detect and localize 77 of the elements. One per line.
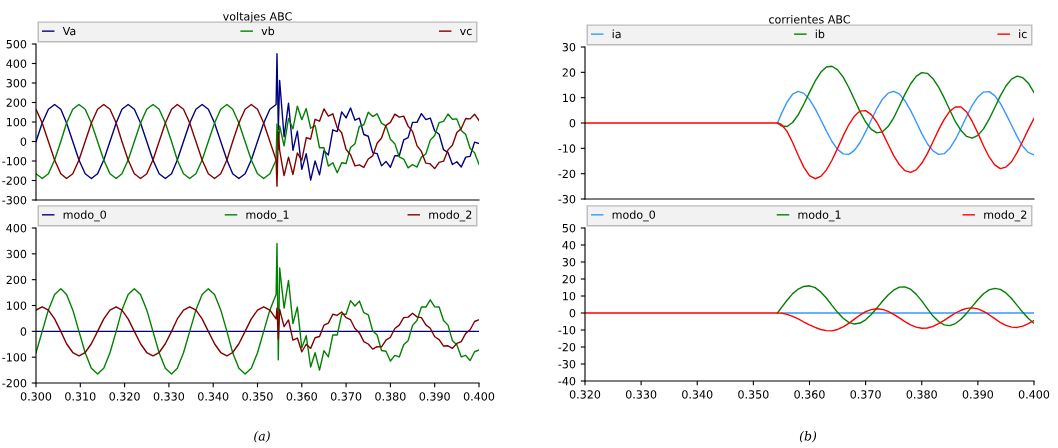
y-tick-label: -200 bbox=[2, 176, 27, 185]
x-tick-label: 0.390 bbox=[419, 392, 450, 401]
line-series bbox=[776, 65, 1034, 139]
y-tick-label: -10 bbox=[558, 325, 576, 335]
legend-label: modo_1 bbox=[798, 210, 841, 222]
line-series bbox=[36, 242, 479, 375]
y-tick-label: -200 bbox=[2, 378, 27, 388]
line-series bbox=[36, 53, 479, 181]
legend-label: modo_2 bbox=[429, 210, 472, 222]
text: (b) bbox=[799, 430, 817, 443]
y-tick-label: 0 bbox=[20, 137, 27, 146]
x-tick-label: 0.340 bbox=[198, 392, 229, 401]
chart-title: voltajes ABC bbox=[223, 11, 292, 23]
x-tick-label: 0.380 bbox=[906, 390, 937, 399]
y-tick-label: 50 bbox=[562, 223, 576, 233]
x-tick-label: 0.380 bbox=[375, 392, 406, 401]
line-series bbox=[776, 285, 1034, 327]
legend-label: Va bbox=[62, 26, 76, 36]
y-tick-label: 40 bbox=[562, 240, 576, 250]
y-tick-label: 20 bbox=[562, 68, 576, 77]
y-tick-label: 0 bbox=[569, 118, 576, 128]
chart-title: corrientes ABC bbox=[769, 14, 850, 24]
y-tick-label: 30 bbox=[562, 257, 576, 267]
x-tick-label: 0.370 bbox=[850, 390, 881, 399]
y-tick-label: -40 bbox=[558, 376, 576, 386]
x-tick-label: 0.310 bbox=[65, 392, 96, 401]
y-tick-label: -30 bbox=[558, 359, 576, 369]
line-series bbox=[585, 307, 1034, 332]
x-tick-label: 0.320 bbox=[109, 392, 140, 401]
y-tick-label: -20 bbox=[558, 342, 576, 352]
x-tick-label: 0.360 bbox=[794, 390, 825, 399]
legend-label: modo_1 bbox=[246, 210, 289, 222]
y-tick-label: 300 bbox=[6, 249, 27, 259]
x-tick-label: 0.300 bbox=[20, 392, 52, 401]
x-tick-label: 0.320 bbox=[569, 390, 601, 399]
y-tick-label: -30 bbox=[558, 194, 576, 204]
x-tick-label: 0.370 bbox=[330, 392, 362, 401]
y-tick-label: -100 bbox=[2, 156, 27, 166]
y-tick-label: 0 bbox=[20, 327, 27, 336]
line-series bbox=[585, 106, 1034, 180]
legend-label: modo_0 bbox=[612, 210, 656, 222]
x-tick-label: 0.400 bbox=[1018, 390, 1050, 399]
y-tick-label: -20 bbox=[558, 169, 576, 179]
x-tick-label: 0.350 bbox=[242, 392, 273, 401]
legend-label: modo_0 bbox=[63, 210, 107, 222]
y-tick-label: 20 bbox=[562, 274, 576, 284]
y-tick-label: 10 bbox=[563, 93, 576, 103]
legend-label: vb bbox=[261, 26, 275, 36]
y-tick-label: 10 bbox=[563, 291, 576, 301]
x-tick-label: 0.360 bbox=[286, 392, 317, 401]
legend-label: ia bbox=[612, 29, 621, 39]
y-tick-label: 100 bbox=[6, 301, 27, 310]
text: (a) bbox=[254, 430, 270, 443]
legend-label: modo_2 bbox=[984, 210, 1027, 222]
y-tick-label: 30 bbox=[562, 42, 576, 52]
legend-label: vc bbox=[459, 28, 472, 36]
x-tick-label: 0.340 bbox=[682, 390, 713, 399]
line-series bbox=[776, 90, 1034, 156]
legend-label: ic bbox=[1019, 29, 1027, 39]
y-tick-label: 500 bbox=[6, 39, 27, 49]
y-tick-label: 400 bbox=[6, 223, 27, 233]
x-tick-label: 0.330 bbox=[153, 392, 185, 401]
y-tick-label: 200 bbox=[6, 98, 27, 107]
y-tick-label: 0 bbox=[569, 308, 576, 318]
y-tick-label: -100 bbox=[2, 353, 27, 362]
y-tick-label: 400 bbox=[6, 59, 27, 68]
y-tick-label: 100 bbox=[6, 117, 27, 127]
legend-label: ib bbox=[815, 29, 825, 39]
y-tick-label: 200 bbox=[6, 275, 27, 285]
y-tick-label: 300 bbox=[6, 78, 27, 88]
x-tick-label: 0.390 bbox=[962, 390, 994, 399]
x-tick-label: 0.400 bbox=[463, 392, 495, 401]
x-tick-label: 0.330 bbox=[625, 390, 657, 399]
x-tick-label: 0.350 bbox=[738, 390, 769, 399]
line-series bbox=[36, 306, 479, 357]
y-tick-label: -300 bbox=[2, 195, 27, 205]
y-tick-label: -10 bbox=[558, 144, 576, 153]
